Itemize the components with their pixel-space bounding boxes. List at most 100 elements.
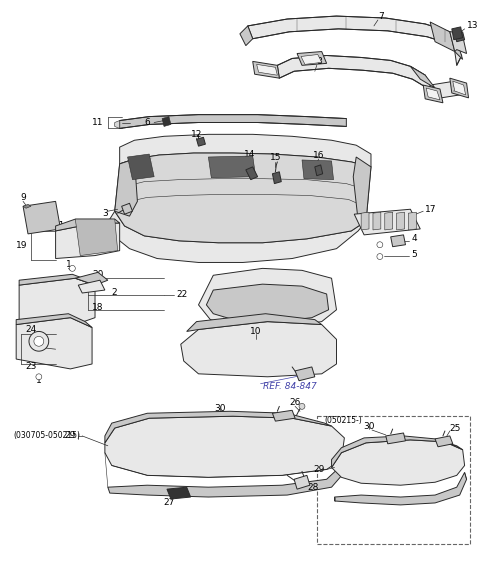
Text: 1: 1 <box>36 376 42 385</box>
Circle shape <box>377 242 383 248</box>
Text: 8: 8 <box>317 57 323 66</box>
Circle shape <box>70 265 75 271</box>
Circle shape <box>34 336 44 346</box>
Polygon shape <box>23 204 31 208</box>
Text: 2: 2 <box>112 288 118 296</box>
Polygon shape <box>181 322 336 377</box>
Polygon shape <box>455 32 465 42</box>
Text: 23: 23 <box>25 362 36 372</box>
Polygon shape <box>246 167 258 180</box>
Text: (050215-): (050215-) <box>324 416 362 425</box>
Text: 18: 18 <box>92 303 104 312</box>
Text: 26: 26 <box>289 398 301 407</box>
Text: 13: 13 <box>467 21 478 31</box>
Polygon shape <box>206 284 329 322</box>
Polygon shape <box>385 212 393 230</box>
Polygon shape <box>115 159 137 216</box>
Text: 4: 4 <box>411 234 417 243</box>
Text: 9: 9 <box>20 193 26 202</box>
Polygon shape <box>121 203 132 214</box>
Polygon shape <box>120 115 347 128</box>
Polygon shape <box>75 219 118 256</box>
Polygon shape <box>248 16 462 65</box>
Polygon shape <box>115 153 371 243</box>
Polygon shape <box>410 66 435 88</box>
Polygon shape <box>302 160 334 180</box>
Text: (030705-050215): (030705-050215) <box>13 432 80 440</box>
Text: 6: 6 <box>144 118 150 127</box>
Text: 10: 10 <box>250 327 262 336</box>
Polygon shape <box>273 410 295 421</box>
Text: 27: 27 <box>163 499 175 507</box>
Text: 28: 28 <box>307 483 319 492</box>
Circle shape <box>377 253 383 259</box>
Polygon shape <box>315 165 323 176</box>
Polygon shape <box>110 211 366 262</box>
Text: 29: 29 <box>313 465 324 474</box>
Polygon shape <box>294 475 310 489</box>
Polygon shape <box>19 274 95 285</box>
Circle shape <box>299 403 305 409</box>
Text: 5: 5 <box>411 250 417 259</box>
Polygon shape <box>115 121 120 128</box>
Text: REF. 84-847: REF. 84-847 <box>263 382 316 391</box>
Polygon shape <box>361 212 369 230</box>
Polygon shape <box>430 81 460 99</box>
Text: 14: 14 <box>244 149 255 159</box>
Text: 25: 25 <box>449 423 460 433</box>
Text: 7: 7 <box>378 12 384 21</box>
Polygon shape <box>105 411 332 443</box>
Polygon shape <box>208 156 256 178</box>
Polygon shape <box>353 157 371 221</box>
Polygon shape <box>408 212 416 230</box>
Polygon shape <box>301 55 322 64</box>
Polygon shape <box>450 32 467 54</box>
Text: 15: 15 <box>270 153 281 162</box>
Polygon shape <box>196 137 205 146</box>
Polygon shape <box>56 223 120 259</box>
Polygon shape <box>450 78 468 98</box>
Polygon shape <box>167 487 191 499</box>
Polygon shape <box>187 314 322 332</box>
Text: 24: 24 <box>25 325 36 334</box>
Text: 3: 3 <box>102 209 108 218</box>
Polygon shape <box>75 272 108 285</box>
Text: 20: 20 <box>92 270 103 279</box>
Polygon shape <box>252 61 279 78</box>
Text: 17: 17 <box>425 205 437 214</box>
Polygon shape <box>332 436 463 467</box>
Text: 29: 29 <box>64 432 75 440</box>
Text: 30: 30 <box>363 422 375 430</box>
Polygon shape <box>162 116 171 126</box>
Polygon shape <box>391 235 406 247</box>
Polygon shape <box>199 268 336 328</box>
Polygon shape <box>435 436 453 447</box>
Polygon shape <box>430 22 455 52</box>
Polygon shape <box>19 278 95 325</box>
Text: 11: 11 <box>92 118 104 127</box>
Polygon shape <box>452 27 463 40</box>
Text: 21: 21 <box>53 222 64 230</box>
Polygon shape <box>120 134 371 167</box>
Text: 30: 30 <box>215 404 226 413</box>
Polygon shape <box>105 416 344 477</box>
Circle shape <box>36 374 42 380</box>
Polygon shape <box>277 55 432 98</box>
Polygon shape <box>273 172 281 183</box>
Polygon shape <box>354 209 420 235</box>
Polygon shape <box>108 466 344 497</box>
Polygon shape <box>297 52 326 65</box>
Polygon shape <box>16 318 92 369</box>
Polygon shape <box>56 219 120 231</box>
Text: 19: 19 <box>15 241 27 250</box>
Polygon shape <box>78 280 105 293</box>
Text: 12: 12 <box>191 130 202 139</box>
Polygon shape <box>453 81 466 95</box>
Circle shape <box>29 332 48 351</box>
Polygon shape <box>373 212 381 230</box>
Polygon shape <box>423 85 443 103</box>
Text: 16: 16 <box>313 151 324 159</box>
Polygon shape <box>295 367 315 381</box>
Polygon shape <box>240 26 252 46</box>
Polygon shape <box>128 154 154 180</box>
